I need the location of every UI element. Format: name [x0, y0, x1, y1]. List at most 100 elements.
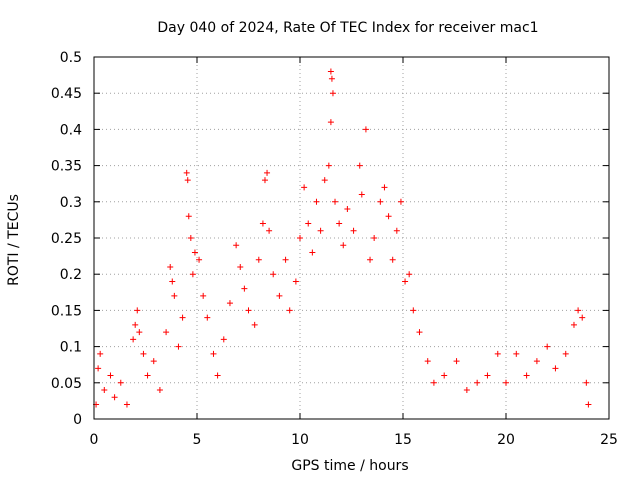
- y-tick-label: 0.35: [51, 159, 82, 175]
- data-point: [95, 365, 102, 372]
- data-point: [513, 350, 520, 357]
- data-point: [328, 75, 335, 82]
- data-point: [270, 271, 277, 278]
- data-point: [117, 379, 124, 386]
- data-point: [575, 307, 582, 314]
- data-point: [301, 184, 308, 191]
- data-point: [167, 263, 174, 270]
- y-tick-label: 0.1: [60, 340, 82, 356]
- data-point: [484, 372, 491, 379]
- data-point: [356, 162, 363, 169]
- grid-lines: [94, 57, 609, 419]
- data-point: [189, 271, 196, 278]
- data-point: [150, 358, 157, 365]
- data-point: [255, 256, 262, 263]
- data-point: [101, 387, 108, 394]
- data-point: [441, 372, 448, 379]
- data-point: [367, 256, 374, 263]
- data-point: [544, 343, 551, 350]
- data-point: [261, 177, 268, 184]
- data-point: [184, 177, 191, 184]
- data-point: [191, 249, 198, 256]
- data-point: [259, 220, 266, 227]
- data-point: [134, 307, 141, 314]
- data-point: [336, 220, 343, 227]
- data-point: [241, 285, 248, 292]
- data-point: [156, 387, 163, 394]
- plot-frame: [93, 56, 610, 420]
- data-point: [329, 90, 336, 97]
- data-point: [362, 126, 369, 133]
- data-point: [200, 292, 207, 299]
- data-point: [136, 329, 143, 336]
- data-point: [371, 235, 378, 241]
- data-point: [245, 307, 252, 314]
- data-point: [350, 227, 357, 234]
- data-point: [552, 365, 559, 372]
- data-point: [474, 379, 481, 386]
- data-point: [393, 227, 400, 234]
- data-point: [389, 256, 396, 263]
- data-point: [453, 358, 460, 365]
- data-point: [111, 394, 118, 401]
- data-point: [286, 307, 293, 314]
- data-point: [130, 336, 137, 343]
- data-point: [163, 329, 170, 336]
- data-point: [266, 227, 273, 234]
- y-tick-label: 0.15: [51, 303, 82, 319]
- data-point: [220, 336, 227, 343]
- data-point: [325, 162, 332, 169]
- data-point: [327, 68, 334, 75]
- data-point: [344, 206, 351, 213]
- data-point: [317, 227, 324, 234]
- data-point: [169, 278, 176, 285]
- y-tick-label: 0.25: [51, 231, 82, 247]
- data-point: [144, 372, 151, 379]
- data-point: [327, 119, 334, 126]
- data-point: [585, 401, 592, 408]
- y-axis-label: ROTI / TECUs: [6, 194, 22, 286]
- data-point: [377, 198, 384, 205]
- data-point: [416, 329, 423, 336]
- data-point: [237, 263, 244, 270]
- data-point: [297, 235, 303, 241]
- data-point: [406, 271, 413, 278]
- data-point: [503, 379, 509, 386]
- data-point: [185, 213, 192, 220]
- data-point: [132, 321, 139, 328]
- data-point: [140, 350, 147, 357]
- data-point: [309, 249, 316, 256]
- axis-ticks: [93, 56, 610, 420]
- data-point: [210, 350, 217, 357]
- data-point: [523, 372, 530, 379]
- data-point: [183, 169, 190, 176]
- y-tick-labels: 0 0.05 0.1 0.15 0.2 0.25 0.3 0.35 0.4 0.45 0.5: [51, 50, 82, 428]
- y-tick-label: 0.3: [60, 195, 82, 211]
- x-tick-labels: 0 5 10 15 20 25: [90, 432, 618, 448]
- data-point: [233, 242, 240, 249]
- y-tick-label: 0.45: [51, 86, 82, 102]
- data-point: [276, 292, 283, 299]
- y-tick-label: 0: [73, 412, 82, 428]
- data-point: [385, 213, 392, 220]
- data-point: [321, 177, 328, 184]
- data-point: [570, 321, 577, 328]
- data-point: [123, 401, 130, 408]
- y-tick-label: 0.05: [51, 376, 82, 392]
- data-points: [93, 68, 592, 408]
- data-point: [430, 379, 437, 386]
- data-point: [175, 343, 182, 350]
- data-point: [204, 314, 211, 321]
- data-point: [264, 169, 271, 176]
- data-point: [424, 358, 431, 365]
- x-tick-label: 0: [90, 432, 99, 448]
- y-tick-label: 0.5: [60, 50, 82, 66]
- x-axis-label: GPS time / hours: [291, 458, 408, 474]
- data-point: [313, 198, 320, 205]
- data-point: [562, 350, 569, 357]
- data-point: [583, 379, 590, 386]
- data-point: [494, 350, 501, 357]
- data-point: [214, 372, 221, 379]
